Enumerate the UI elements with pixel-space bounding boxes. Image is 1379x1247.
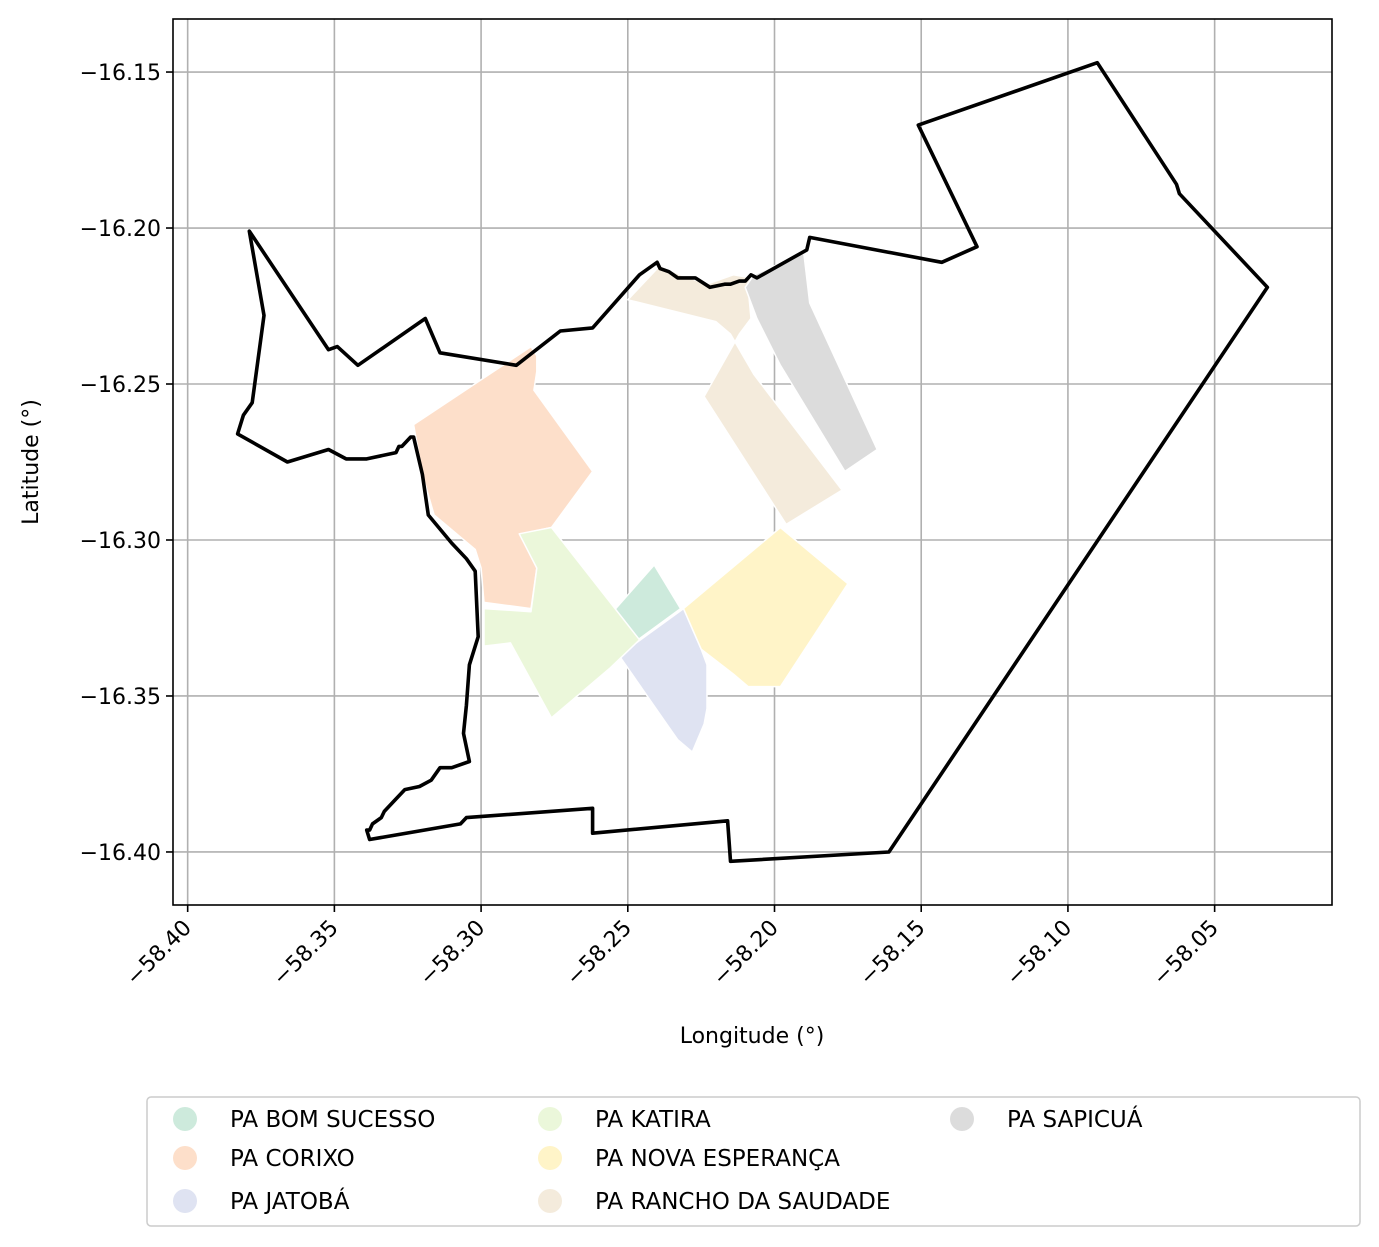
legend-marker xyxy=(538,1189,562,1213)
settlement-pa-sapicu- xyxy=(744,252,878,473)
settlement-polygons xyxy=(412,252,878,753)
legend-marker xyxy=(173,1189,197,1213)
settlement-pa-katira xyxy=(483,526,641,719)
y-axis-title: Latitude (°) xyxy=(19,399,44,525)
settlement-pa-jatob- xyxy=(618,607,708,753)
legend-frame xyxy=(146,1096,1361,1227)
legend-marker xyxy=(950,1107,974,1131)
settlement-pa-nova-esperan-a xyxy=(682,526,849,688)
plot-frame xyxy=(172,18,1333,906)
legend-label: PA JATOBÁ xyxy=(230,1187,350,1215)
y-tick-label: −16.35 xyxy=(80,685,161,710)
municipality-boundary xyxy=(235,60,1270,864)
legend-label: PA NOVA ESPERANÇA xyxy=(595,1146,840,1172)
legend-marker xyxy=(173,1146,197,1170)
y-tick-label: −16.20 xyxy=(80,217,161,242)
y-tick-label: −16.40 xyxy=(80,841,161,866)
legend-marker xyxy=(173,1107,197,1131)
legend-label: PA SAPICUÁ xyxy=(1007,1105,1143,1133)
x-axis-title: Longitude (°) xyxy=(680,1024,825,1049)
y-tick-label: −16.25 xyxy=(80,373,161,398)
legend-label: PA RANCHO DA SAUDADE xyxy=(595,1189,890,1215)
y-tick-label: −16.30 xyxy=(80,529,161,554)
legend-marker xyxy=(538,1107,562,1131)
legend: PA BOM SUCESSO PA CORIXO PA JATOBÁ PA KATIR… xyxy=(146,1096,1361,1227)
legend-label: PA BOM SUCESSO xyxy=(230,1107,435,1133)
legend-label: PA CORIXO xyxy=(230,1146,355,1172)
legend-marker xyxy=(538,1146,562,1170)
y-axis-ticks: −16.15 −16.20 −16.25 −16.30 −16.35 −16.40 xyxy=(80,61,173,866)
y-tick-label: −16.15 xyxy=(80,61,161,86)
legend-label: PA KATIRA xyxy=(595,1107,711,1133)
boundary-outline xyxy=(235,60,1270,864)
